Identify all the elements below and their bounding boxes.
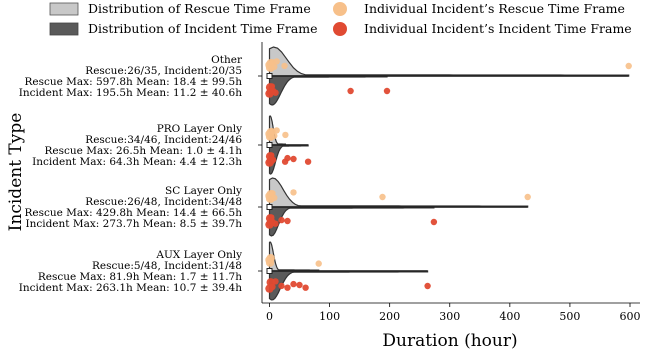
category-stat-line: Rescue Max: 429.8h Mean: 14.4 ± 66.5h (24, 207, 242, 219)
category-stat-line: Rescue:26/35, Incident:20/35 (85, 65, 242, 77)
violin-group (265, 46, 632, 106)
incident-point (302, 284, 309, 291)
median-marker (266, 204, 273, 210)
rescue-point (273, 127, 280, 134)
rescue-point (625, 62, 632, 70)
legend-label: Individual Incident’s Rescue Time Frame (364, 1, 625, 16)
category-name: AUX Layer Only (155, 249, 242, 261)
legend: Distribution of Rescue Time Frame Distrib… (49, 1, 632, 36)
y-axis-label: Incident Type (6, 113, 26, 232)
incident-violin (268, 270, 429, 301)
legend-label: Distribution of Incident Time Frame (88, 21, 318, 36)
incident-point (272, 89, 279, 96)
x-tick-label: 500 (559, 310, 580, 323)
category-stat-line: Incident Max: 195.5h Mean: 11.2 ± 40.6h (19, 87, 242, 99)
incident-violin (268, 206, 435, 237)
rescue-point (315, 260, 322, 267)
x-tick-label: 300 (439, 310, 460, 323)
incident-point (272, 278, 279, 285)
category-stat-line: Rescue:26/48, Incident:34/48 (85, 196, 242, 208)
incident-violin (268, 75, 388, 106)
axes (261, 42, 640, 304)
x-axis-label: Duration (hour) (382, 331, 517, 351)
category-name: PRO Layer Only (157, 123, 242, 135)
rescue-point (271, 132, 278, 139)
legend-swatch-incident-dist (49, 22, 79, 36)
category-name: SC Layer Only (165, 185, 242, 197)
rescue-point (281, 62, 288, 70)
rescue-violin (268, 241, 320, 272)
violin-group (265, 241, 431, 301)
rescue-point (290, 189, 297, 196)
legend-swatch-rescue-dist (49, 2, 79, 16)
incident-point (284, 284, 291, 291)
incident-point (269, 156, 277, 164)
violin-group (265, 115, 312, 175)
incident-point (304, 158, 312, 165)
incident-point (290, 155, 297, 163)
rescue-violin (268, 177, 529, 208)
rescue-point (379, 193, 386, 201)
plot-area (265, 46, 632, 301)
rescue-point (282, 131, 289, 139)
category-stat-line: Rescue:5/48, Incident:31/48 (92, 260, 242, 272)
incident-point (278, 282, 285, 290)
incident-point (278, 216, 285, 224)
legend-entry-incident-dist: Distribution of Incident Time Frame (49, 21, 318, 36)
legend-entry-incident-point: Individual Incident’s Incident Time Fram… (333, 21, 632, 36)
median-marker (266, 73, 273, 79)
incident-point (284, 154, 291, 162)
violin-group (265, 177, 531, 237)
rescue-point (266, 254, 275, 263)
median-marker (266, 142, 273, 148)
x-tick-label: 100 (319, 310, 340, 323)
x-tick-label: 400 (499, 310, 520, 323)
rescue-point (271, 63, 278, 70)
median-marker (266, 268, 273, 274)
incident-point (284, 217, 291, 225)
x-tick-label: 600 (620, 310, 641, 323)
category-stat-line: Rescue:34/46, Incident:24/46 (85, 134, 242, 146)
category-stat-line: Incident Max: 263.1h Mean: 10.7 ± 39.4h (19, 282, 242, 294)
x-tick-label: 200 (379, 310, 400, 323)
incident-point (272, 220, 279, 227)
x-tick-label: 0 (266, 310, 273, 323)
category-stat-line: Rescue Max: 81.9h Mean: 1.7 ± 11.7h (38, 271, 242, 283)
rescue-violin (268, 46, 630, 77)
legend-label: Individual Incident’s Incident Time Fram… (364, 21, 632, 36)
x-ticks: 0 100 200 300 400 500 600 (266, 303, 641, 323)
incident-point (424, 282, 431, 290)
legend-marker-rescue-point (333, 2, 347, 16)
incident-point (383, 87, 391, 95)
legend-marker-incident-point (333, 22, 347, 36)
category-stat-line: Incident Max: 273.7h Mean: 8.5 ± 39.7h (25, 218, 242, 230)
incident-point (269, 283, 276, 290)
legend-label: Distribution of Rescue Time Frame (88, 1, 311, 16)
legend-entry-rescue-dist: Distribution of Rescue Time Frame (49, 1, 311, 16)
category-stat-line: Rescue Max: 597.8h Mean: 18.4 ± 99.5h (24, 76, 242, 88)
category-stat-line: Incident Max: 64.3h Mean: 4.4 ± 12.3h (32, 156, 242, 168)
incident-point (347, 87, 354, 95)
legend-entry-rescue-point: Individual Incident’s Rescue Time Frame (333, 1, 625, 16)
incident-point (290, 280, 297, 288)
rescue-point (524, 193, 531, 201)
category-name: Other (211, 54, 243, 66)
incident-point (430, 218, 438, 226)
rescue-point (273, 58, 280, 65)
incident-point (296, 281, 303, 289)
category-stat-line: Rescue Max: 26.5h Mean: 1.0 ± 4.1h (45, 145, 243, 157)
rescue-point (271, 194, 278, 201)
